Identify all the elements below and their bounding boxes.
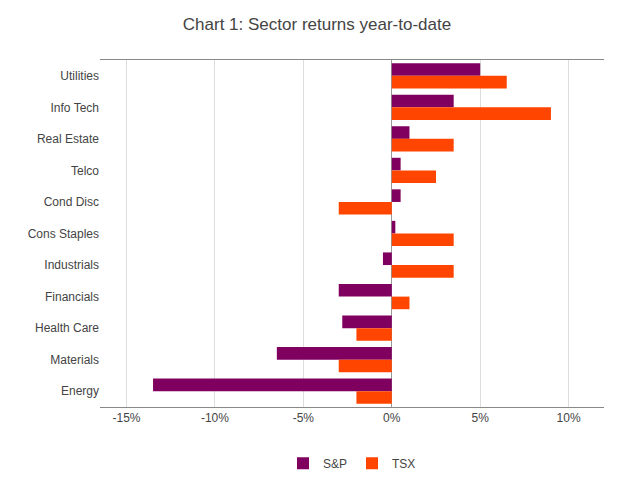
svg-text:TSX: TSX bbox=[392, 457, 415, 471]
svg-text:Energy: Energy bbox=[61, 384, 99, 398]
svg-text:-5%: -5% bbox=[293, 411, 315, 425]
svg-text:0%: 0% bbox=[383, 411, 401, 425]
svg-text:Health Care: Health Care bbox=[35, 321, 99, 335]
svg-text:Cond Disc: Cond Disc bbox=[44, 195, 99, 209]
svg-text:Cons Staples: Cons Staples bbox=[28, 227, 99, 241]
svg-text:Real Estate: Real Estate bbox=[37, 132, 99, 146]
svg-text:-15%: -15% bbox=[113, 411, 141, 425]
svg-text:Chart 1: Sector returns year-t: Chart 1: Sector returns year-to-date bbox=[183, 15, 451, 34]
svg-text:Utilities: Utilities bbox=[60, 69, 99, 83]
svg-text:5%: 5% bbox=[472, 411, 490, 425]
svg-text:Materials: Materials bbox=[50, 353, 99, 367]
svg-text:Info Tech: Info Tech bbox=[51, 101, 99, 115]
svg-text:S&P: S&P bbox=[323, 457, 347, 471]
svg-text:Telco: Telco bbox=[71, 164, 99, 178]
svg-text:-10%: -10% bbox=[201, 411, 229, 425]
svg-text:Financials: Financials bbox=[45, 290, 99, 304]
svg-text:10%: 10% bbox=[557, 411, 581, 425]
svg-text:Industrials: Industrials bbox=[44, 258, 99, 272]
